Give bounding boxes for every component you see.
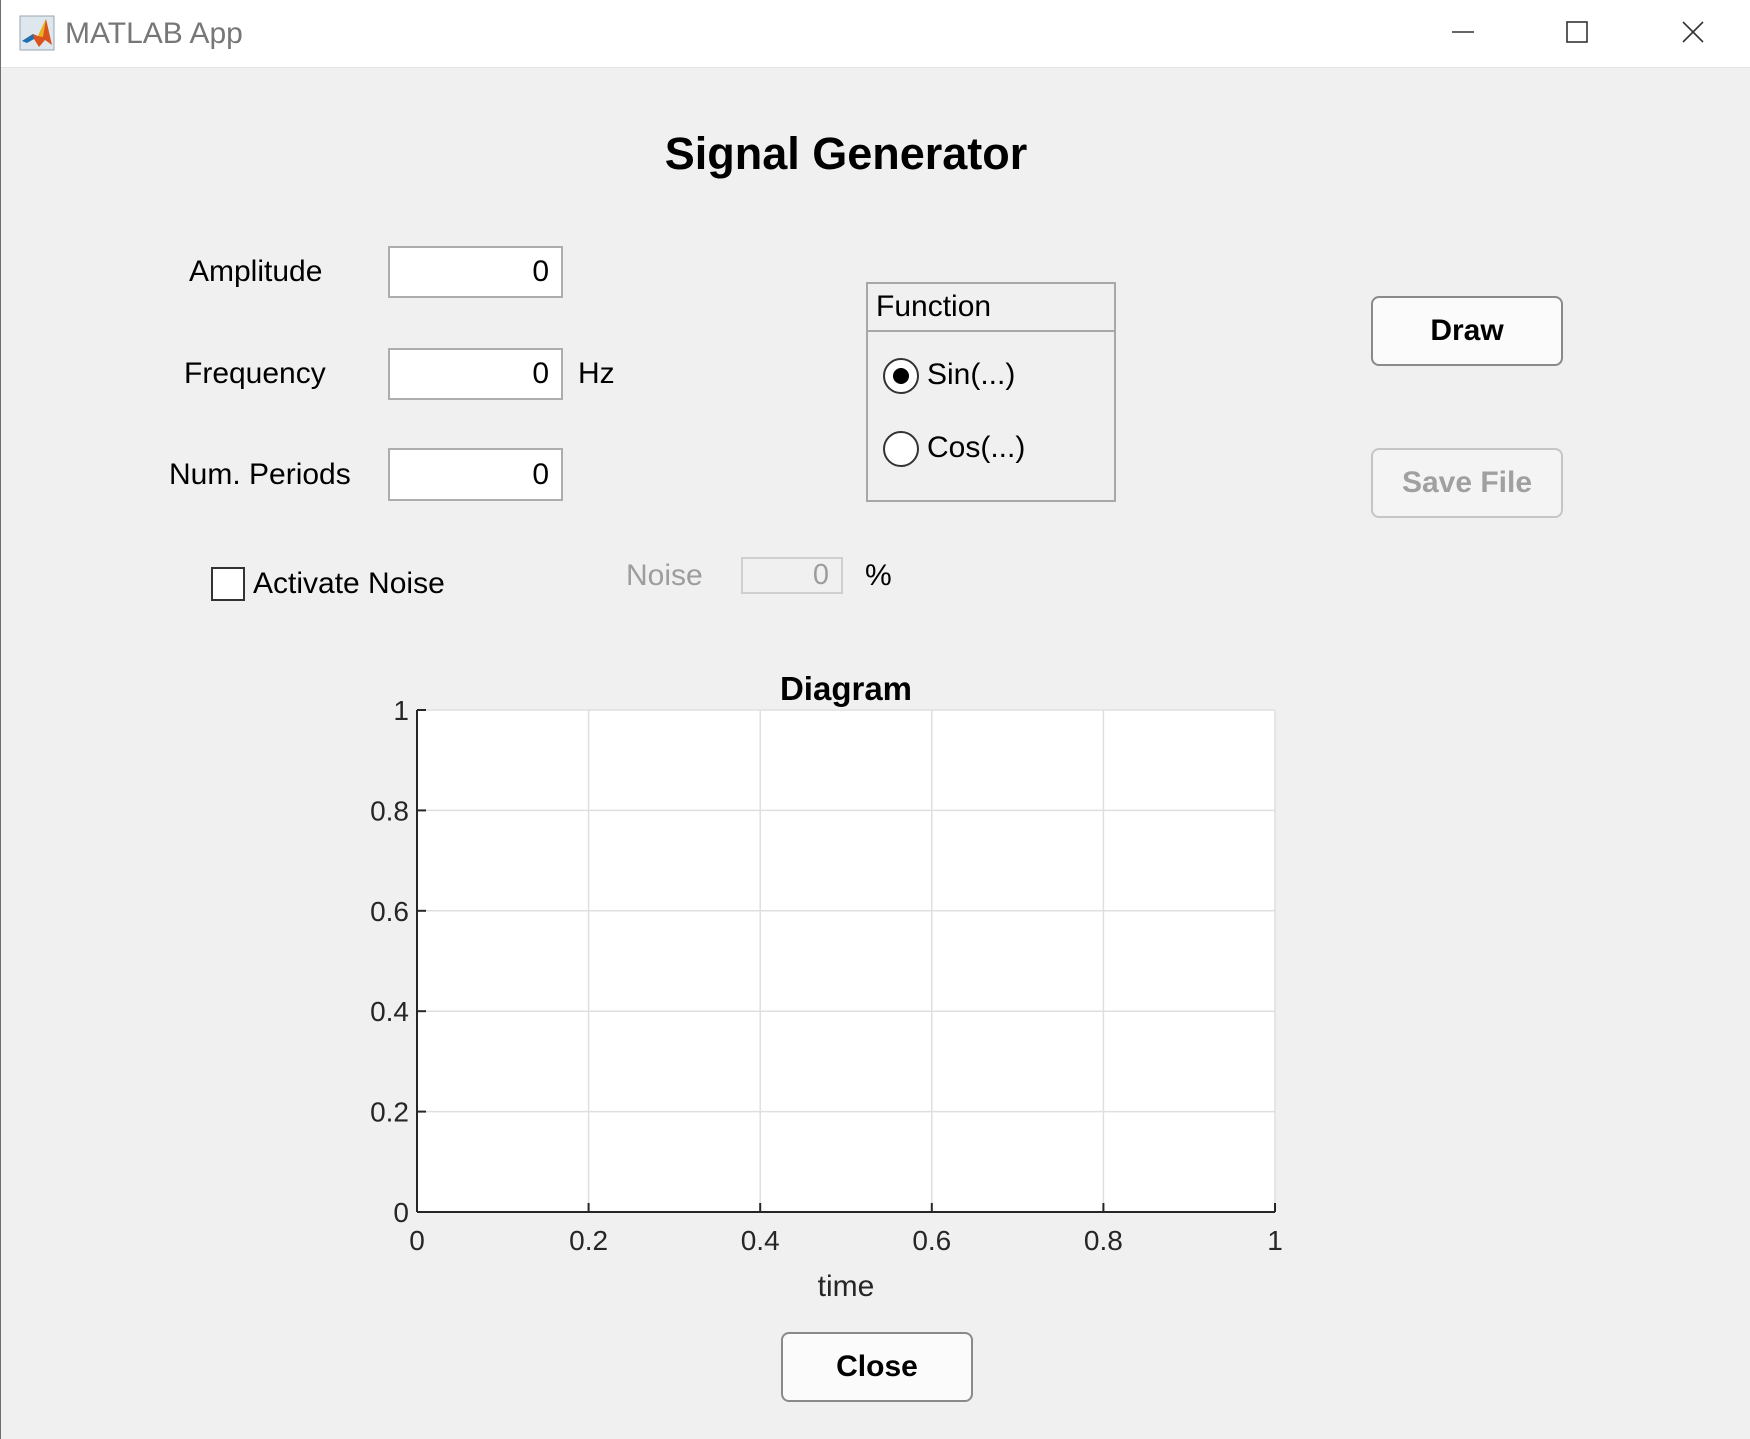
x-tick-label: 0.6: [912, 1225, 951, 1256]
x-tick-label: 1: [1267, 1225, 1283, 1256]
periods-input[interactable]: [388, 448, 563, 501]
close-button[interactable]: Close: [781, 1332, 973, 1402]
x-tick-label: 0.4: [741, 1225, 780, 1256]
x-tick-label: 0.2: [569, 1225, 608, 1256]
close-window-button[interactable]: [1637, 0, 1749, 64]
amplitude-label: Amplitude: [189, 255, 323, 288]
radio-selected-dot: [893, 368, 909, 384]
plot-area: [417, 710, 1275, 1212]
frequency-input[interactable]: [388, 348, 563, 400]
draw-button[interactable]: Draw: [1371, 296, 1563, 366]
y-tick-label: 0.8: [370, 795, 409, 826]
sin-radio-label[interactable]: Sin(...): [927, 358, 1016, 391]
amplitude-input[interactable]: [388, 246, 563, 298]
noise-label: Noise: [626, 559, 703, 592]
function-button-group: Function Sin(...) Cos(...): [866, 282, 1116, 502]
activate-noise-checkbox[interactable]: [211, 567, 245, 601]
cos-radio-button[interactable]: [883, 431, 919, 467]
noise-input[interactable]: [741, 557, 843, 594]
matlab-logo-icon: [19, 15, 55, 51]
close-icon: [1682, 21, 1704, 43]
y-tick-label: 1: [393, 695, 409, 726]
y-tick-label: 0.6: [370, 896, 409, 927]
sin-radio-button[interactable]: [883, 358, 919, 394]
x-tick-label: 0.8: [1084, 1225, 1123, 1256]
cos-radio-label[interactable]: Cos(...): [927, 431, 1026, 464]
x-tick-label: 0: [409, 1225, 425, 1256]
maximize-button[interactable]: [1521, 0, 1633, 64]
window-title: MATLAB App: [65, 17, 243, 50]
x-axis-label: time: [818, 1270, 875, 1303]
frequency-label: Frequency: [184, 357, 326, 390]
diagram-chart: 0 0.2 0.4 0.6 0.8 1 0 0.2 0.4 0.6 0.8 1 Diagram time: [370, 670, 1283, 1303]
save-file-button[interactable]: Save File: [1371, 448, 1563, 518]
y-tick-label: 0.2: [370, 1097, 409, 1128]
maximize-icon: [1566, 21, 1588, 43]
chart-title: Diagram: [780, 670, 912, 707]
activate-noise-label[interactable]: Activate Noise: [253, 567, 445, 600]
frequency-unit: Hz: [578, 357, 615, 390]
minimize-button[interactable]: [1407, 0, 1519, 64]
y-tick-label: 0.4: [370, 996, 409, 1027]
title-bar[interactable]: MATLAB App: [1, 0, 1750, 68]
minimize-icon: [1452, 31, 1474, 33]
y-tick-label: 0: [393, 1197, 409, 1228]
page-title: Signal Generator: [664, 128, 1028, 179]
noise-unit: %: [865, 559, 892, 592]
function-group-title: Function: [868, 284, 1114, 332]
periods-label: Num. Periods: [169, 458, 351, 491]
